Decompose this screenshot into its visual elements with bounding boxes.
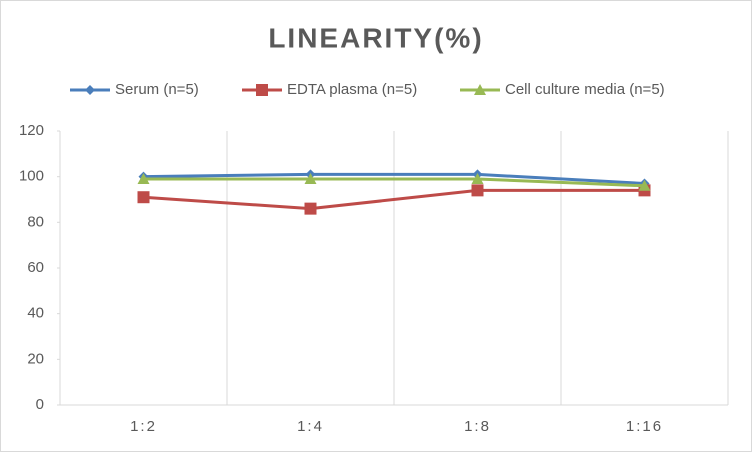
legend-label: Serum (n=5): [115, 81, 199, 98]
data-point: [304, 202, 317, 215]
series-line: [143, 177, 645, 188]
x-tick-label: 1:16: [626, 418, 663, 435]
legend-label: Cell culture media (n=5): [505, 81, 665, 98]
data-point: [304, 172, 317, 184]
chart-title: LINEARITY(%): [268, 22, 483, 53]
data-point: [638, 179, 651, 191]
y-tick-label: 120: [19, 122, 44, 139]
data-point: [137, 172, 150, 184]
data-point: [137, 191, 150, 204]
y-tick-label: 20: [27, 350, 44, 367]
legend-marker: [256, 84, 268, 96]
legend-marker: [85, 85, 95, 95]
x-tick-label: 1:4: [297, 418, 324, 435]
y-tick-label: 80: [27, 213, 44, 230]
y-tick-label: 60: [27, 259, 44, 276]
y-tick-label: 40: [27, 305, 44, 322]
data-point: [471, 172, 484, 184]
series-line: [143, 172, 645, 186]
x-tick-label: 1:2: [130, 418, 157, 435]
y-tick-label: 100: [19, 168, 44, 185]
y-tick-label: 0: [36, 396, 44, 413]
data-point: [471, 184, 484, 197]
legend-marker: [474, 84, 486, 95]
series-line: [143, 188, 645, 211]
x-tick-label: 1:8: [464, 418, 491, 435]
legend-label: EDTA plasma (n=5): [287, 81, 417, 98]
